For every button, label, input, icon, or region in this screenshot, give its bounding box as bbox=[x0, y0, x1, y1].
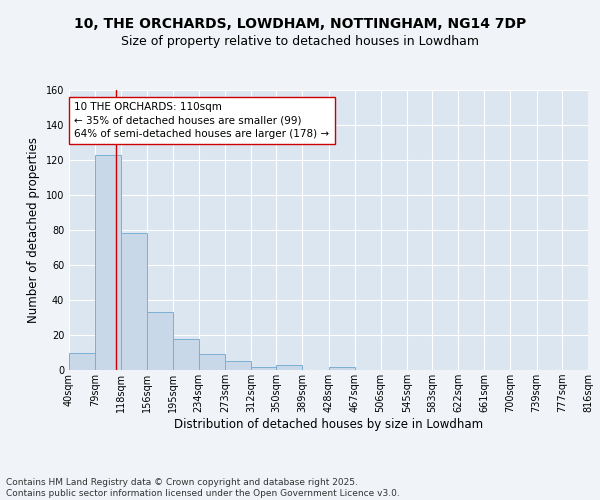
Y-axis label: Number of detached properties: Number of detached properties bbox=[27, 137, 40, 323]
Bar bbox=[199, 354, 225, 370]
Bar bbox=[146, 312, 173, 370]
Bar bbox=[225, 361, 251, 370]
Bar bbox=[121, 234, 146, 370]
Text: Size of property relative to detached houses in Lowdham: Size of property relative to detached ho… bbox=[121, 35, 479, 48]
Bar bbox=[173, 338, 199, 370]
Bar bbox=[329, 366, 355, 370]
Bar bbox=[69, 352, 95, 370]
Text: 10, THE ORCHARDS, LOWDHAM, NOTTINGHAM, NG14 7DP: 10, THE ORCHARDS, LOWDHAM, NOTTINGHAM, N… bbox=[74, 18, 526, 32]
Text: 10 THE ORCHARDS: 110sqm
← 35% of detached houses are smaller (99)
64% of semi-de: 10 THE ORCHARDS: 110sqm ← 35% of detache… bbox=[74, 102, 329, 139]
Text: Contains HM Land Registry data © Crown copyright and database right 2025.
Contai: Contains HM Land Registry data © Crown c… bbox=[6, 478, 400, 498]
X-axis label: Distribution of detached houses by size in Lowdham: Distribution of detached houses by size … bbox=[174, 418, 483, 431]
Bar bbox=[277, 365, 302, 370]
Bar bbox=[251, 366, 277, 370]
Bar bbox=[95, 154, 121, 370]
